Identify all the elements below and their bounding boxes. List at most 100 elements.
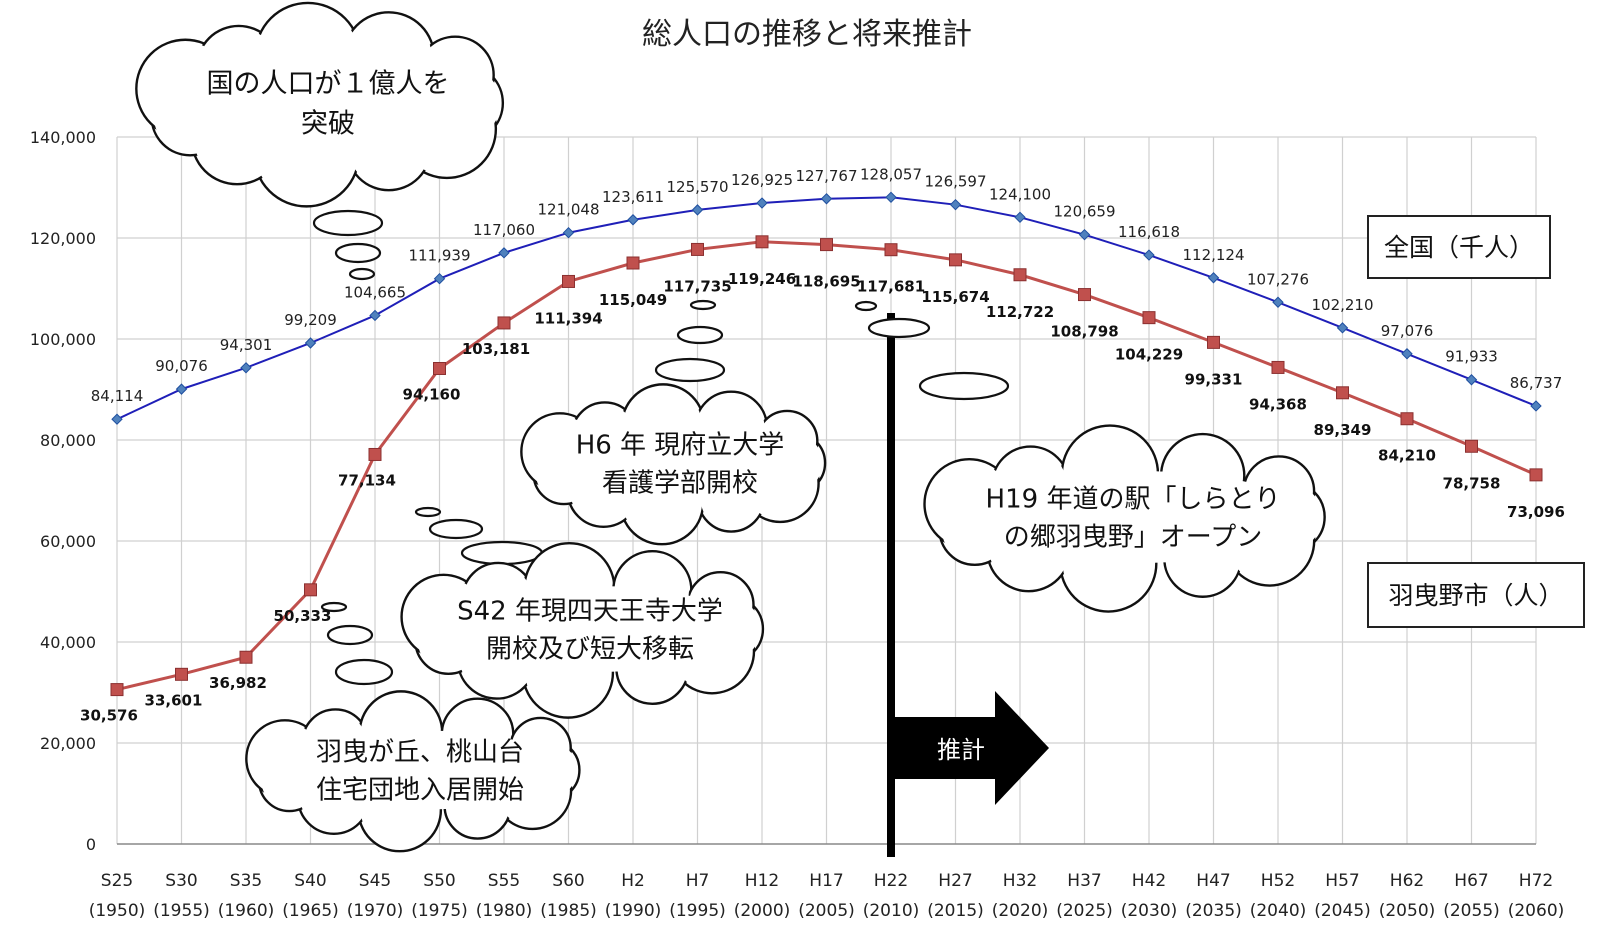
- habikino-point: [433, 361, 446, 375]
- habikino-data-label: 99,331: [1185, 370, 1243, 388]
- habikino-data-label: 36,982: [209, 674, 267, 692]
- national-point: [1207, 272, 1220, 284]
- habikino-point: [1207, 335, 1220, 349]
- habikino-point: [755, 235, 769, 249]
- x-tick-year: (1950): [89, 901, 146, 921]
- national-point: [304, 337, 317, 349]
- chart-title: 総人口の推移と将来推計: [642, 17, 972, 52]
- habikino-data-label: 77,134: [338, 471, 396, 489]
- national-point: [820, 193, 833, 205]
- x-tick-era: H7: [686, 871, 710, 891]
- x-tick-year: (2015): [927, 901, 984, 921]
- y-tick-label: 80,000: [40, 431, 96, 450]
- legend-label: 羽曳野市（人）: [1388, 581, 1563, 610]
- habikino-point: [239, 650, 253, 664]
- annotation-text: 羽曳が丘、桃山台: [316, 737, 524, 767]
- thought-bubble: [854, 300, 878, 312]
- x-tick-era: H22: [874, 871, 908, 891]
- habikino-point: [1529, 468, 1543, 482]
- habikino-point: [1142, 311, 1156, 325]
- habikino-point: [562, 274, 575, 288]
- national-data-label: 107,276: [1247, 270, 1309, 288]
- annotation-text: 開校及び短大移転: [486, 634, 694, 664]
- national-data-label: 102,210: [1311, 296, 1373, 314]
- y-tick-label: 0: [86, 835, 96, 854]
- national-point: [627, 214, 639, 226]
- thought-bubble: [676, 325, 724, 345]
- legend: 全国（千人） 羽曳野市（人）: [1367, 215, 1585, 628]
- x-tick-era: H47: [1196, 871, 1230, 891]
- national-data-label: 121,048: [537, 201, 599, 219]
- annotation-text: 看護学部開校: [602, 468, 758, 498]
- habikino-point: [949, 253, 962, 267]
- habikino-data-label: 94,368: [1249, 395, 1307, 413]
- national-data-label: 90,076: [155, 357, 208, 375]
- thought-bubble: [334, 242, 382, 264]
- x-tick-era: S60: [552, 871, 584, 891]
- national-point: [240, 362, 252, 374]
- data-labels: 84,11490,07694,30199,209104,665111,93911…: [80, 165, 1565, 724]
- national-point: [433, 273, 446, 285]
- x-tick-year: (2025): [1056, 901, 1113, 921]
- national-data-label: 104,665: [344, 283, 406, 301]
- habikino-data-label: 119,246: [728, 270, 796, 288]
- y-tick-label: 20,000: [40, 734, 96, 753]
- thought-bubble: [918, 371, 1010, 401]
- x-tick-era: H37: [1067, 871, 1101, 891]
- national-data-label: 91,933: [1445, 348, 1498, 366]
- habikino-data-label: 112,722: [986, 303, 1054, 321]
- x-tick-year: (1990): [605, 901, 662, 921]
- habikino-data-label: 108,798: [1050, 323, 1118, 341]
- national-data-label: 124,100: [989, 185, 1051, 203]
- national-data-label: 116,618: [1118, 223, 1180, 241]
- national-point: [1078, 228, 1091, 241]
- x-axis-ticks: S25 (1950) S30 (1955) S35 (1960) S40 (1965) S45 (…: [89, 871, 1565, 921]
- habikino-data-label: 73,096: [1507, 503, 1565, 521]
- national-point: [1530, 400, 1542, 412]
- habikino-data-label: 33,601: [145, 691, 203, 709]
- x-tick-era: S35: [230, 871, 262, 891]
- national-data-label: 127,767: [795, 167, 857, 185]
- national-point: [1143, 249, 1155, 261]
- series-layer: [110, 191, 1543, 697]
- habikino-data-label: 103,181: [462, 340, 530, 358]
- x-tick-year: (2005): [798, 901, 855, 921]
- national-point: [1401, 348, 1413, 360]
- national-data-label: 120,659: [1053, 203, 1115, 221]
- thought-bubble: [334, 658, 394, 686]
- national-point: [885, 191, 897, 204]
- x-tick-year: (1955): [153, 901, 210, 921]
- x-tick-year: (1960): [218, 901, 275, 921]
- habikino-data-label: 104,229: [1115, 346, 1183, 364]
- habikino-point: [1400, 412, 1414, 426]
- thought-bubble: [654, 357, 726, 383]
- x-tick-year: (2060): [1508, 901, 1565, 921]
- national-data-label: 117,060: [473, 221, 535, 239]
- x-tick-year: (1970): [347, 901, 404, 921]
- x-tick-era: H72: [1519, 871, 1553, 891]
- habikino-point: [626, 256, 640, 270]
- habikino-point: [110, 683, 124, 697]
- habikino-point: [1465, 439, 1478, 453]
- x-tick-year: (2010): [863, 901, 920, 921]
- national-data-label: 112,124: [1182, 246, 1244, 264]
- projection-arrow: [895, 691, 1049, 805]
- thought-bubble: [326, 624, 374, 646]
- habikino-point: [884, 243, 898, 257]
- thought-bubble: [867, 317, 931, 339]
- national-point: [175, 383, 188, 395]
- y-tick-label: 100,000: [30, 330, 96, 349]
- cloud-body: [552, 423, 808, 503]
- habikino-point: [691, 242, 704, 256]
- x-tick-era: H32: [1003, 871, 1037, 891]
- y-tick-label: 40,000: [40, 633, 96, 652]
- thought-bubble: [460, 540, 544, 566]
- habikino-point: [497, 316, 511, 330]
